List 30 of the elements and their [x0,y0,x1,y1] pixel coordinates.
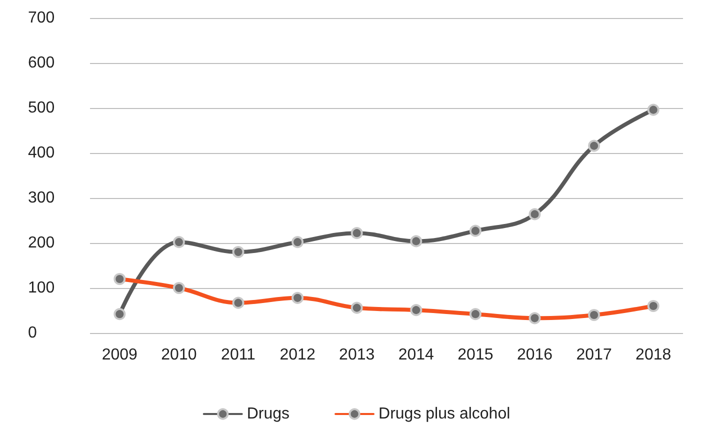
y-tick-label: 500 [28,100,55,116]
point [469,224,482,237]
x-tick-label: 2016 [516,346,553,364]
point [292,236,304,248]
point [410,235,422,248]
y-tick-label: 700 [28,10,55,26]
point [172,236,185,248]
y-tick-label: 100 [28,280,55,296]
x-tick-label: 2012 [280,346,316,364]
x-tick-label: 2017 [576,346,612,364]
point [588,140,600,152]
legend-label: Drugs plus alcohol [378,406,510,422]
x-tick-label: 2011 [221,346,256,364]
point [528,208,541,220]
x-tick-label: 2018 [636,346,672,364]
point [232,246,244,258]
point [647,104,660,116]
x-tick-label: 2015 [458,346,494,364]
x-tick-label: 2014 [398,346,434,364]
legend-label: Drugs [246,406,290,422]
x-tick-label: 2009 [102,346,138,364]
y-tick-label: 300 [28,190,55,206]
y-tick-label: 0 [28,324,37,342]
point [114,308,126,320]
y-tick-label: 600 [28,54,55,72]
x-tick-label: 2013 [339,346,375,364]
x-tick-label: 2010 [161,346,197,364]
y-tick-label: 200 [28,234,55,252]
point [350,227,363,240]
y-tick-label: 400 [28,144,55,162]
